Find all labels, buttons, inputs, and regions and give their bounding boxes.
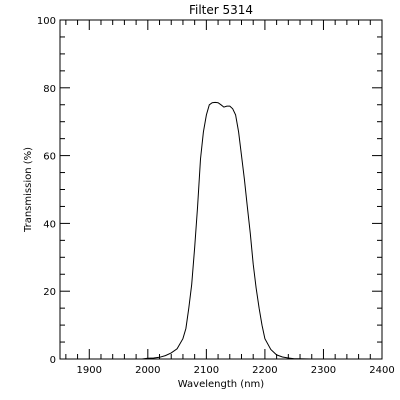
y-axis-label: Transmission (%) <box>23 147 34 233</box>
major-ticks <box>60 19 383 360</box>
y-tick-label: 60 <box>43 152 56 163</box>
y-tick-label: 20 <box>43 287 56 298</box>
chart-title: Filter 5314 <box>189 3 253 17</box>
y-tick-label: 100 <box>37 16 56 27</box>
y-tick-label: 80 <box>43 84 56 95</box>
plot-frame <box>59 19 383 360</box>
x-tick-label: 2300 <box>311 365 336 376</box>
transmission-curve <box>124 101 330 360</box>
x-tick-label: 2200 <box>252 365 277 376</box>
x-axis-label: Wavelength (nm) <box>178 379 264 390</box>
y-tick-label: 0 <box>50 355 56 366</box>
x-tick-label: 1900 <box>77 365 102 376</box>
x-tick-label: 2000 <box>135 365 160 376</box>
minor-ticks <box>60 20 382 359</box>
y-tick-label: 40 <box>43 219 56 230</box>
x-tick-label: 2100 <box>194 365 219 376</box>
x-tick-labels: 1900 2000 2100 2200 2300 2400 <box>77 365 395 376</box>
x-tick-label: 2400 <box>369 365 394 376</box>
y-tick-labels: 0 20 40 60 80 100 <box>37 16 56 366</box>
